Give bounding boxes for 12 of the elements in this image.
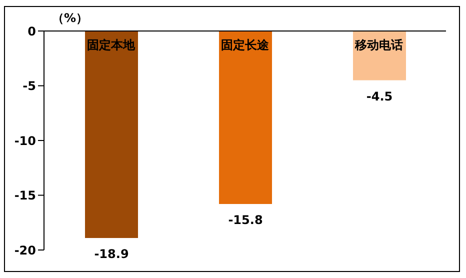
x-tick-label: 移动电话 (354, 38, 403, 52)
y-axis-title: （%） (52, 10, 88, 27)
y-tick-label: -5 (22, 79, 36, 94)
x-tick-label: 固定长途 (221, 38, 270, 52)
data-label: -18.9 (94, 246, 129, 261)
y-tick-label: -20 (14, 243, 36, 258)
data-label: -15.8 (228, 213, 263, 228)
x-tick-label: 固定本地 (87, 38, 136, 52)
data-label: -4.5 (366, 89, 393, 104)
y-tick-label: -10 (14, 134, 36, 148)
y-tick-label: -15 (14, 188, 36, 203)
y-tick-label: 0 (28, 24, 36, 38)
